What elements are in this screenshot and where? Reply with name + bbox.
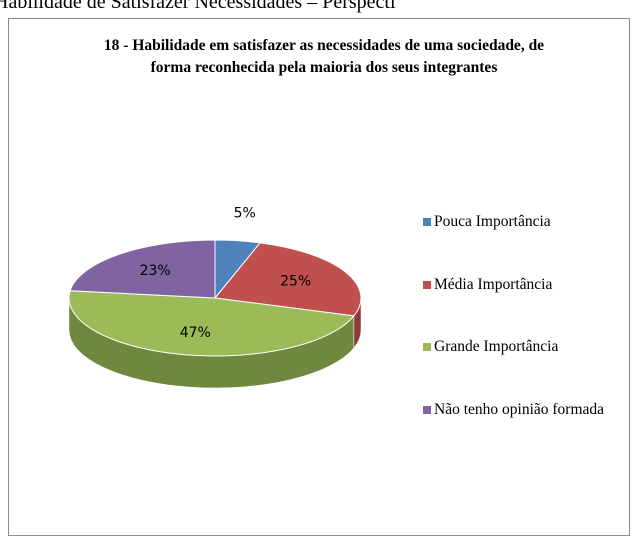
legend-swatch (423, 218, 431, 226)
data-label: 23% (140, 263, 171, 279)
pie-slice (69, 239, 216, 299)
legend-label: Média Importância (434, 276, 553, 293)
pie-slice (214, 242, 362, 317)
data-label: 5% (234, 206, 256, 222)
pie-area: 5% 25% 47% 23% (68, 206, 362, 389)
legend-item: Pouca Importância (423, 212, 629, 232)
chart: 18 - Habilidade em satisfazer as necessi… (8, 18, 630, 536)
page-heading: Habilidade de Satisfazer Necessidades – … (0, 0, 396, 13)
legend-label: Grande Importância (434, 338, 559, 355)
legend-label: Pouca Importância (434, 213, 551, 230)
legend-swatch (423, 281, 431, 289)
data-label: 47% (180, 325, 211, 341)
data-label: 25% (280, 274, 311, 290)
legend-item: Não tenho opinião formada (423, 400, 629, 420)
legend-swatch (423, 343, 431, 351)
chart-title: 18 - Habilidade em satisfazer as necessi… (103, 37, 545, 76)
pie-slice (68, 290, 355, 357)
legend-swatch (423, 406, 431, 414)
legend-item: Grande Importância (423, 337, 629, 357)
legend-item: Média Importância (423, 275, 629, 295)
legend-label: Não tenho opinião formada (434, 401, 605, 418)
